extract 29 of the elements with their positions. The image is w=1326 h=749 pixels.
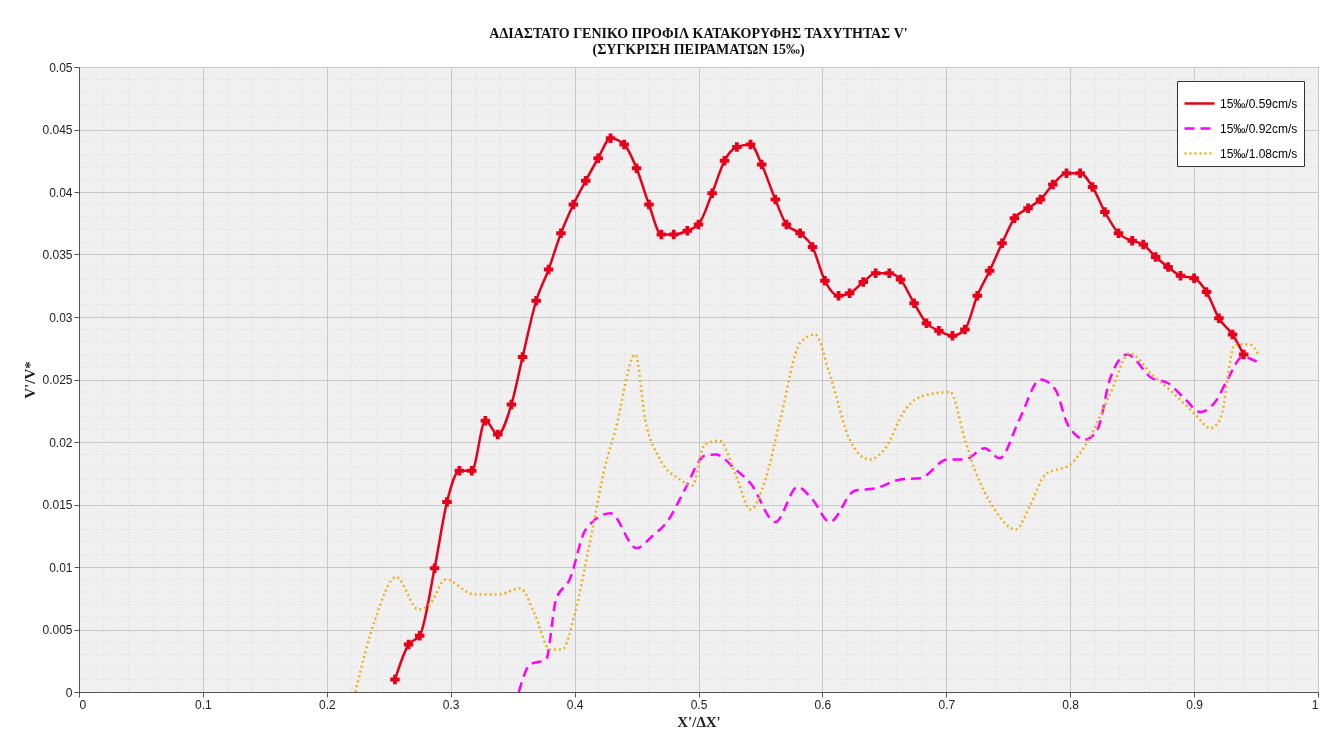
x-tick-label: 0.1 [195,697,213,712]
x-tick-label: 1 [1311,697,1319,712]
x-tick-label: 0.6 [814,697,832,712]
x-tick-label: 0 [79,697,87,712]
y-tick-label: 0.03 [49,310,73,325]
y-tick-label: 0.005 [42,623,73,637]
y-tick-label: 0.015 [42,498,73,512]
line-series [354,333,1260,692]
y-tick-label: 0.025 [42,373,73,387]
legend-label: 15‰/0.92cm/s [1220,121,1298,136]
x-tick-label: 0.5 [690,697,708,712]
y-tick-label: 0.045 [42,123,73,137]
y-tick-label: 0 [65,685,73,700]
x-tick-label: 0.9 [1186,697,1204,712]
y-tick-label: 0.035 [42,248,73,262]
legend-label: 15‰/1.08cm/s [1220,146,1298,161]
x-axis-title: X'/ΔX' [677,713,721,730]
x-tick-label: 0.3 [442,697,460,712]
chart-title: ΑΔΙΑΣΤΑΤΟ ΓΕΝΙΚΟ ΠΡΟΦΙΛ ΚΑΤΑΚΟΡΥΦΗΣ ΤΑΧΥΤΗΤΑΣ V' (ΣΥΓΚΡΙΣΗ ΠΕΙΡΑΜΑΤΩΝ 15‰) [489,26,908,58]
x-tick-label: 0.8 [1062,697,1080,712]
y-tick-label: 0.01 [49,560,73,575]
y-axis-title: V'/V* [22,361,39,399]
x-tick-label: 0.7 [938,697,956,712]
y-tick-label: 0.05 [49,60,73,75]
x-tick-label: 0.2 [318,697,336,712]
x-tick-label: 0.4 [566,697,584,712]
legend-label: 15‰/0.59cm/s [1220,96,1298,111]
y-tick-label: 0.04 [49,185,73,200]
y-tick-label: 0.02 [49,435,73,450]
